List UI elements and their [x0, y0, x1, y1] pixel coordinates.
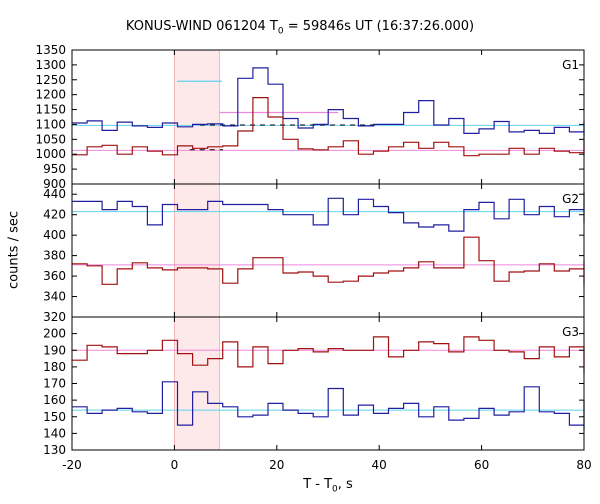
panel-g2-y-tick-label: 420 [43, 208, 66, 222]
panel-g3-series-red [72, 336, 585, 374]
panel-g3-y-tick-label: 190 [43, 343, 66, 357]
panel-g2-y-tick-label: 400 [43, 228, 66, 242]
x-tick-label: -20 [62, 458, 82, 472]
x-tick-label: 20 [269, 458, 284, 472]
panel-g1-series-blue [72, 67, 585, 137]
panel-g3-y-tick-label: 130 [43, 443, 66, 457]
panel-g3-label: G3 [562, 325, 579, 339]
panel-g3-series-blue [72, 381, 585, 431]
panel-g3-y-tick-label: 200 [43, 327, 66, 341]
x-tick-label: 0 [171, 458, 179, 472]
panel-g3-y-tick-label: 150 [43, 410, 66, 424]
panel-g1-y-tick-label: 950 [43, 162, 66, 176]
panel-g2-y-tick-label: 440 [43, 187, 66, 201]
panel-g2-label: G2 [562, 192, 579, 206]
panel-g1-y-tick-label: 900 [43, 177, 66, 191]
panel-g1-y-tick-label: 1200 [35, 88, 66, 102]
burst-interval-shade [174, 50, 220, 450]
x-tick-label: 40 [372, 458, 387, 472]
panel-g1-y-tick-label: 1100 [35, 117, 66, 131]
chart-title: KONUS-WIND 061204 T0 = 59846s UT (16:37:… [125, 19, 475, 37]
panel-g3-frame [71, 316, 585, 451]
panel-g1-y-tick-label: 1350 [35, 43, 66, 57]
x-tick-label: 80 [576, 458, 591, 472]
panel-g2-series-blue [72, 192, 585, 232]
panel-g2-y-tick-label: 360 [43, 269, 66, 283]
x-axis-label: T - T0, s [303, 477, 353, 495]
panel-g3-y-tick-label: 160 [43, 393, 66, 407]
panel-g3-y-tick-label: 170 [43, 377, 66, 391]
panel-g3-y-tick-label: 180 [43, 360, 66, 374]
panel-g2-series-red [72, 236, 585, 285]
panel-g1-y-tick-label: 1250 [35, 73, 66, 87]
panel-g1-y-tick-label: 1000 [35, 147, 66, 161]
panel-g1-y-tick-label: 1300 [35, 58, 66, 72]
panel-g3-y-tick-label: 140 [43, 426, 66, 440]
panel-g2-y-tick-label: 380 [43, 249, 66, 263]
x-tick-label: 60 [474, 458, 489, 472]
panel-g2-y-tick-label: 340 [43, 290, 66, 304]
panel-g1-series-red [72, 97, 585, 157]
panel-g1-y-tick-label: 1050 [35, 132, 66, 146]
panel-g1-label: G1 [562, 58, 579, 72]
panel-g2-y-tick-label: 320 [43, 310, 66, 324]
panel-g1-y-tick-label: 1150 [35, 103, 66, 117]
